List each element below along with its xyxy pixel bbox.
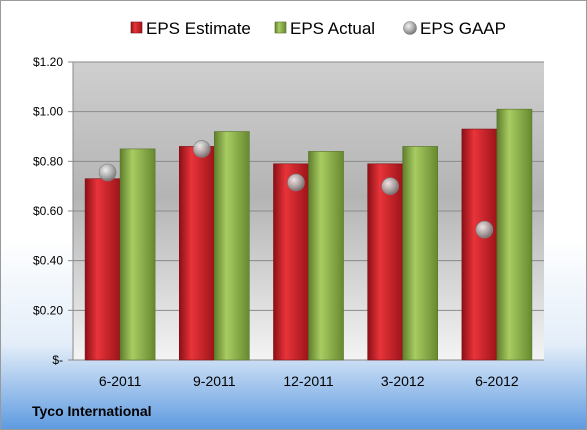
x-tick-label: 9-2011 xyxy=(193,373,236,389)
legend: EPS Estimate EPS Actual EPS GAAP xyxy=(130,19,506,38)
x-axis-ticks: 6-2011 9-2011 12-2011 3-2012 6-2012 xyxy=(99,373,519,389)
legend-eps-estimate-label: EPS Estimate xyxy=(146,19,251,38)
eps-actual-bar xyxy=(402,146,439,361)
y-tick-label: $1.20 xyxy=(33,55,63,69)
legend-eps-estimate-swatch xyxy=(130,21,143,34)
legend-eps-gaap-label: EPS GAAP xyxy=(420,19,506,38)
eps-estimate-bar xyxy=(179,146,215,361)
eps-actual-bar xyxy=(119,148,156,361)
y-tick-label: $- xyxy=(52,353,63,367)
legend-eps-gaap-swatch xyxy=(403,21,417,35)
y-tick-label: $0.20 xyxy=(33,303,63,317)
x-tick-label: 6-2012 xyxy=(475,373,519,389)
y-tick-label: $0.80 xyxy=(33,154,63,168)
gaap-points xyxy=(98,140,494,239)
x-tick-label: 3-2012 xyxy=(381,373,425,389)
eps-actual-bar xyxy=(496,108,533,361)
legend-eps-actual-label: EPS Actual xyxy=(290,19,375,38)
x-tick-label: 6-2011 xyxy=(99,373,142,389)
eps-gaap-point xyxy=(287,173,305,192)
y-axis-ticks: $- $0.20 $0.40 $0.60 $0.80 $1.00 $1.20 xyxy=(33,55,74,367)
eps-actual-bar xyxy=(214,131,250,361)
eps-gaap-point xyxy=(381,177,400,195)
eps-gaap-point xyxy=(475,220,494,239)
eps-actual-bar xyxy=(308,151,344,361)
eps-estimate-bar xyxy=(273,163,309,361)
eps-gaap-point xyxy=(98,163,117,182)
eps-estimate-bar xyxy=(461,128,498,361)
eps-gaap-point xyxy=(193,140,211,158)
y-tick-label: $1.00 xyxy=(33,105,63,119)
company-label: Tyco International xyxy=(32,403,152,419)
y-tick-label: $0.60 xyxy=(33,204,63,218)
x-tick-label: 12-2011 xyxy=(283,373,334,389)
eps-estimate-bar xyxy=(84,178,121,361)
y-tick-label: $0.40 xyxy=(33,254,63,268)
eps-estimate-bar xyxy=(367,163,404,361)
bar-series xyxy=(84,108,533,361)
legend-eps-actual-swatch xyxy=(274,21,287,34)
